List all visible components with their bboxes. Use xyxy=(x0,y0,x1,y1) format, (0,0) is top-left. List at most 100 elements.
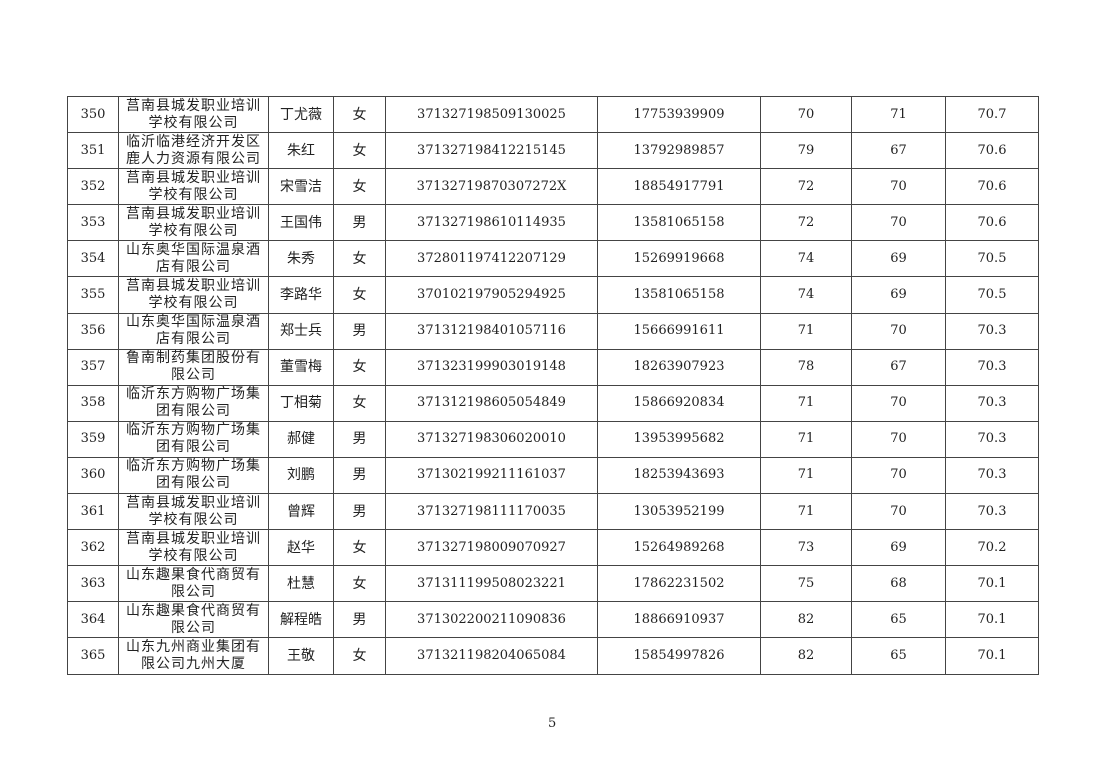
person-name: 刘鹏 xyxy=(268,456,334,495)
results-table: 350 莒南县城发职业培训学校有限公司 丁尤薇女 371327198509130025… xyxy=(67,95,1039,675)
total-score: 70.1 xyxy=(945,637,1039,675)
company-name: 莒南县城发职业培训学校有限公司 xyxy=(118,529,269,567)
phone-number: 18263907923 xyxy=(597,348,761,386)
company-name: 临沂临港经济开发区鹿人力资源有限公司 xyxy=(118,132,269,170)
table-row: 359 临沂东方购物广场集团有限公司 郝健男 371327198306020010 13… xyxy=(67,420,1039,458)
company-name: 临沂东方购物广场集团有限公司 xyxy=(118,384,269,422)
company-name: 莒南县城发职业培训学校有限公司 xyxy=(118,276,269,314)
company-name: 山东九州商业集团有限公司九州大厦 xyxy=(118,637,269,675)
company-name: 山东奥华国际温泉酒店有限公司 xyxy=(118,312,269,350)
id-number: 371312198401057116 xyxy=(385,312,598,350)
total-score: 70.7 xyxy=(945,95,1039,134)
id-number: 371311199508023221 xyxy=(385,565,598,603)
score-2: 65 xyxy=(851,601,946,639)
gender: 男 xyxy=(333,420,386,458)
score-2: 70 xyxy=(851,493,946,531)
id-number: 370102197905294925 xyxy=(385,276,598,314)
person-name: 郝健 xyxy=(268,420,334,458)
score-1: 72 xyxy=(760,168,852,206)
person-name: 丁相菊 xyxy=(268,384,334,422)
score-1: 72 xyxy=(760,204,852,242)
score-1: 71 xyxy=(760,493,852,531)
row-number: 352 xyxy=(67,168,119,206)
score-2: 65 xyxy=(851,637,946,675)
score-2: 69 xyxy=(851,240,946,278)
company-name: 莒南县城发职业培训学校有限公司 xyxy=(118,168,269,206)
table-row: 365 山东九州商业集团有限公司九州大厦 王敬女 371321198204065084… xyxy=(67,637,1039,675)
phone-number: 13792989857 xyxy=(597,132,761,170)
id-number: 371327198509130025 xyxy=(385,95,598,134)
score-1: 71 xyxy=(760,312,852,350)
id-number: 371327198306020010 xyxy=(385,420,598,458)
company-name: 临沂东方购物广场集团有限公司 xyxy=(118,420,269,458)
score-1: 73 xyxy=(760,529,852,567)
row-number: 350 xyxy=(67,95,119,134)
total-score: 70.3 xyxy=(945,456,1039,495)
row-number: 365 xyxy=(67,637,119,675)
person-name: 李路华 xyxy=(268,276,334,314)
row-number: 356 xyxy=(67,312,119,350)
gender: 男 xyxy=(333,204,386,242)
gender: 女 xyxy=(333,529,386,567)
id-number: 371312198605054849 xyxy=(385,384,598,422)
phone-number: 15666991611 xyxy=(597,312,761,350)
person-name: 郑士兵 xyxy=(268,312,334,350)
id-number: 371302200211090836 xyxy=(385,601,598,639)
gender: 女 xyxy=(333,565,386,603)
id-number: 371327198009070927 xyxy=(385,529,598,567)
phone-number: 15264989268 xyxy=(597,529,761,567)
score-2: 68 xyxy=(851,565,946,603)
total-score: 70.1 xyxy=(945,565,1039,603)
score-1: 71 xyxy=(760,456,852,495)
row-number: 357 xyxy=(67,348,119,386)
gender: 女 xyxy=(333,276,386,314)
gender: 女 xyxy=(333,95,386,134)
score-1: 82 xyxy=(760,637,852,675)
table-row: 351 临沂临港经济开发区鹿人力资源有限公司 朱红女 3713271984122151… xyxy=(67,132,1039,170)
table-row: 353 莒南县城发职业培训学校有限公司 王国伟男 371327198610114935… xyxy=(67,204,1039,242)
id-number: 371327198610114935 xyxy=(385,204,598,242)
score-2: 70 xyxy=(851,204,946,242)
total-score: 70.3 xyxy=(945,493,1039,531)
row-number: 354 xyxy=(67,240,119,278)
person-name: 王国伟 xyxy=(268,204,334,242)
row-number: 364 xyxy=(67,601,119,639)
score-1: 78 xyxy=(760,348,852,386)
total-score: 70.5 xyxy=(945,276,1039,314)
score-2: 70 xyxy=(851,384,946,422)
row-number: 351 xyxy=(67,132,119,170)
total-score: 70.6 xyxy=(945,168,1039,206)
total-score: 70.3 xyxy=(945,420,1039,458)
gender: 男 xyxy=(333,312,386,350)
id-number: 371327198412215145 xyxy=(385,132,598,170)
total-score: 70.6 xyxy=(945,204,1039,242)
table-row: 360 临沂东方购物广场集团有限公司 刘鹏男 371302199211161037 18… xyxy=(67,456,1039,495)
table-row: 358 临沂东方购物广场集团有限公司 丁相菊女 371312198605054849 1… xyxy=(67,384,1039,422)
phone-number: 13953995682 xyxy=(597,420,761,458)
table-row: 364 山东趣果食代商贸有限公司 解程皓男 371302200211090836 188… xyxy=(67,601,1039,639)
total-score: 70.5 xyxy=(945,240,1039,278)
company-name: 莒南县城发职业培训学校有限公司 xyxy=(118,95,269,134)
score-2: 67 xyxy=(851,132,946,170)
phone-number: 13581065158 xyxy=(597,204,761,242)
gender: 女 xyxy=(333,132,386,170)
id-number: 371321198204065084 xyxy=(385,637,598,675)
total-score: 70.3 xyxy=(945,384,1039,422)
row-number: 363 xyxy=(67,565,119,603)
total-score: 70.3 xyxy=(945,348,1039,386)
person-name: 丁尤薇 xyxy=(268,95,334,134)
gender: 女 xyxy=(333,637,386,675)
score-1: 74 xyxy=(760,276,852,314)
total-score: 70.3 xyxy=(945,312,1039,350)
person-name: 朱秀 xyxy=(268,240,334,278)
person-name: 解程皓 xyxy=(268,601,334,639)
table-row: 361 莒南县城发职业培训学校有限公司 曾辉男 371327198111170035 1… xyxy=(67,493,1039,531)
id-number: 371323199903019148 xyxy=(385,348,598,386)
person-name: 曾辉 xyxy=(268,493,334,531)
score-2: 69 xyxy=(851,529,946,567)
table-row: 357 鲁南制药集团股份有限公司 董雪梅女 371323199903019148 182… xyxy=(67,348,1039,386)
table-row: 350 莒南县城发职业培训学校有限公司 丁尤薇女 371327198509130025… xyxy=(67,95,1039,134)
score-2: 70 xyxy=(851,312,946,350)
company-name: 临沂东方购物广场集团有限公司 xyxy=(118,456,269,495)
row-number: 359 xyxy=(67,420,119,458)
